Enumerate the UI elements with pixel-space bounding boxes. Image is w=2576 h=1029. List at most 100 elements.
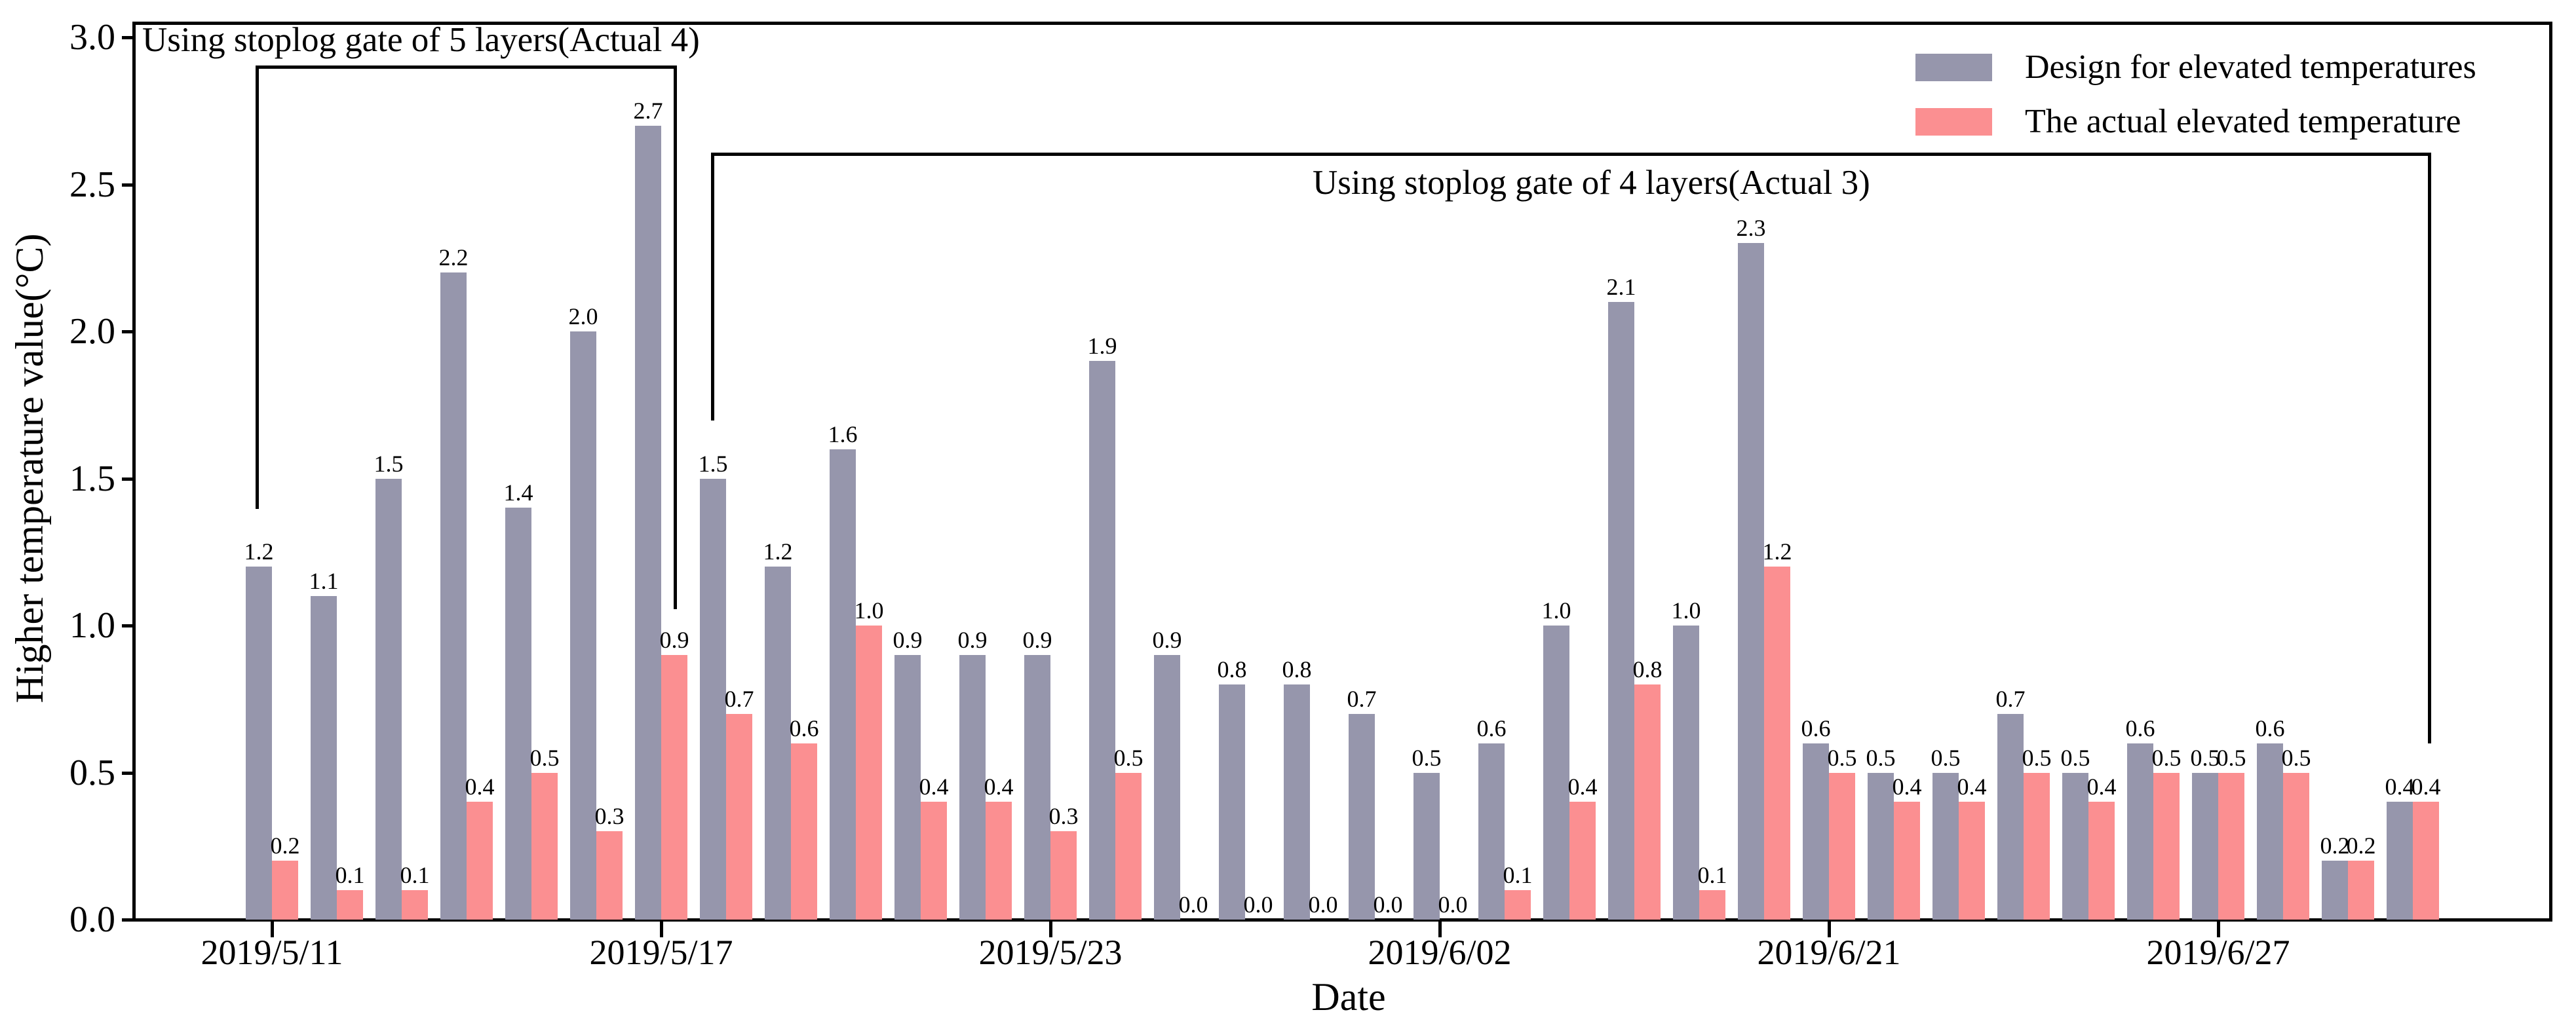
bar-value-label-design-27: 0.5 (1931, 744, 1961, 771)
bar-value-label-design-2: 1.1 (309, 568, 339, 595)
bar-value-label-design-34: 0.4 (2385, 774, 2415, 800)
x-tick (1438, 922, 1442, 937)
annotation-gate5-text: Using stoplog gate of 5 layers(Actual 4) (142, 21, 700, 59)
y-tick (122, 36, 134, 39)
bar-value-label-actual-18: 0.0 (1373, 891, 1403, 918)
x-tick-label: 2019/5/17 (589, 933, 733, 972)
legend-swatch-design (1915, 54, 1992, 81)
bar-value-label-actual-5: 0.5 (529, 744, 560, 771)
bar-value-label-design-11: 0.9 (893, 626, 923, 653)
bar-value-label-actual-16: 0.0 (1243, 891, 1273, 918)
bar-design-3 (375, 478, 402, 920)
bar-actual-31 (2218, 772, 2244, 920)
bar-value-label-design-26: 0.5 (1866, 744, 1896, 771)
y-tick (122, 771, 134, 775)
y-tick-label: 1.5 (69, 458, 115, 499)
bar-value-label-actual-11: 0.4 (919, 774, 949, 800)
bar-value-label-actual-1: 0.2 (270, 833, 300, 859)
bar-value-label-actual-29: 0.4 (2086, 774, 2117, 800)
bar-value-label-actual-8: 0.7 (724, 685, 754, 712)
bar-design-13 (1024, 654, 1050, 920)
bar-actual-34 (2413, 802, 2439, 920)
bar-design-7 (635, 125, 661, 920)
y-tick-label: 1.0 (69, 605, 115, 646)
bar-value-label-actual-31: 0.5 (2216, 744, 2246, 771)
bar-value-label-design-18: 0.7 (1347, 685, 1377, 712)
bar-design-16 (1219, 684, 1245, 920)
x-tick-label: 2019/5/23 (978, 933, 1123, 972)
bar-design-12 (959, 654, 986, 920)
x-tick-label: 2019/6/27 (2146, 933, 2290, 972)
bar-value-label-actual-21: 0.4 (1567, 774, 1598, 800)
bar-design-15 (1154, 654, 1180, 920)
x-tick-label: 2019/6/21 (1757, 933, 1901, 972)
bracket-gate5-horizontal (256, 65, 677, 69)
y-tick (122, 330, 134, 333)
bar-design-21 (1543, 626, 1569, 920)
y-tick-label: 2.5 (69, 164, 115, 205)
y-tick (122, 477, 134, 481)
bar-design-9 (765, 567, 791, 920)
bar-value-label-actual-6: 0.3 (594, 803, 625, 830)
x-tick-label: 2019/5/11 (201, 933, 343, 972)
legend-swatch-actual (1915, 108, 1992, 136)
bar-actual-10 (856, 626, 882, 920)
bar-value-label-actual-7: 0.9 (659, 626, 689, 653)
bar-design-33 (2322, 861, 2348, 920)
bar-actual-12 (986, 802, 1012, 920)
bar-value-label-actual-34: 0.4 (2411, 774, 2441, 800)
bar-value-label-design-5: 1.4 (503, 479, 533, 506)
bar-design-5 (505, 508, 531, 920)
bar-value-label-actual-27: 0.4 (1957, 774, 1987, 800)
bar-actual-27 (1959, 802, 1985, 920)
bar-value-label-design-13: 0.9 (1022, 626, 1052, 653)
bar-actual-33 (2348, 861, 2374, 920)
bracket-gate4-left-vertical (711, 153, 714, 421)
bar-value-label-actual-22: 0.8 (1632, 656, 1663, 683)
bar-actual-13 (1050, 831, 1077, 920)
bar-design-2 (311, 596, 337, 920)
bar-value-label-actual-20: 0.1 (1503, 862, 1533, 889)
bar-value-label-design-14: 1.9 (1087, 332, 1117, 359)
bar-value-label-design-23: 1.0 (1671, 597, 1701, 624)
bar-value-label-design-28: 0.7 (1995, 685, 2026, 712)
bar-design-27 (1932, 772, 1959, 920)
bar-value-label-actual-14: 0.5 (1113, 744, 1144, 771)
bar-value-label-design-24: 2.3 (1736, 215, 1766, 242)
x-tick (660, 922, 663, 937)
bar-actual-7 (661, 654, 687, 920)
bar-value-label-design-9: 1.2 (763, 538, 793, 565)
bar-value-label-design-31: 0.5 (2190, 744, 2220, 771)
bracket-gate4-horizontal (711, 153, 2431, 156)
bar-design-22 (1608, 302, 1634, 920)
bar-design-24 (1738, 243, 1764, 920)
bar-design-10 (830, 449, 856, 920)
bar-actual-6 (596, 831, 623, 920)
x-axis-label: Date (1311, 975, 1386, 1019)
bar-actual-23 (1699, 890, 1725, 920)
bar-value-label-design-3: 1.5 (374, 450, 404, 477)
bar-value-label-actual-12: 0.4 (984, 774, 1014, 800)
bar-actual-29 (2088, 802, 2115, 920)
bar-actual-26 (1894, 802, 1920, 920)
bar-design-31 (2192, 772, 2218, 920)
bar-design-6 (570, 331, 596, 920)
bar-actual-2 (337, 890, 363, 920)
bar-value-label-actual-9: 0.6 (789, 715, 819, 741)
bracket-gate5-right-vertical (674, 65, 677, 609)
bar-design-32 (2257, 743, 2283, 920)
bar-design-30 (2127, 743, 2153, 920)
bar-value-label-design-7: 2.7 (633, 97, 663, 124)
bar-value-label-design-20: 0.6 (1476, 715, 1507, 741)
bar-actual-28 (2024, 772, 2050, 920)
bar-value-label-actual-3: 0.1 (400, 862, 430, 889)
bracket-gate5-left-vertical (256, 65, 259, 509)
bar-value-label-design-8: 1.5 (698, 450, 728, 477)
bar-actual-24 (1764, 567, 1790, 920)
annotation-gate4-text: Using stoplog gate of 4 layers(Actual 3) (1313, 164, 1870, 202)
legend-label-design: Design for elevated temperatures (2025, 48, 2476, 86)
x-tick (2217, 922, 2220, 937)
y-tick (122, 918, 134, 922)
bar-actual-3 (402, 890, 428, 920)
bar-value-label-actual-2: 0.1 (335, 862, 365, 889)
